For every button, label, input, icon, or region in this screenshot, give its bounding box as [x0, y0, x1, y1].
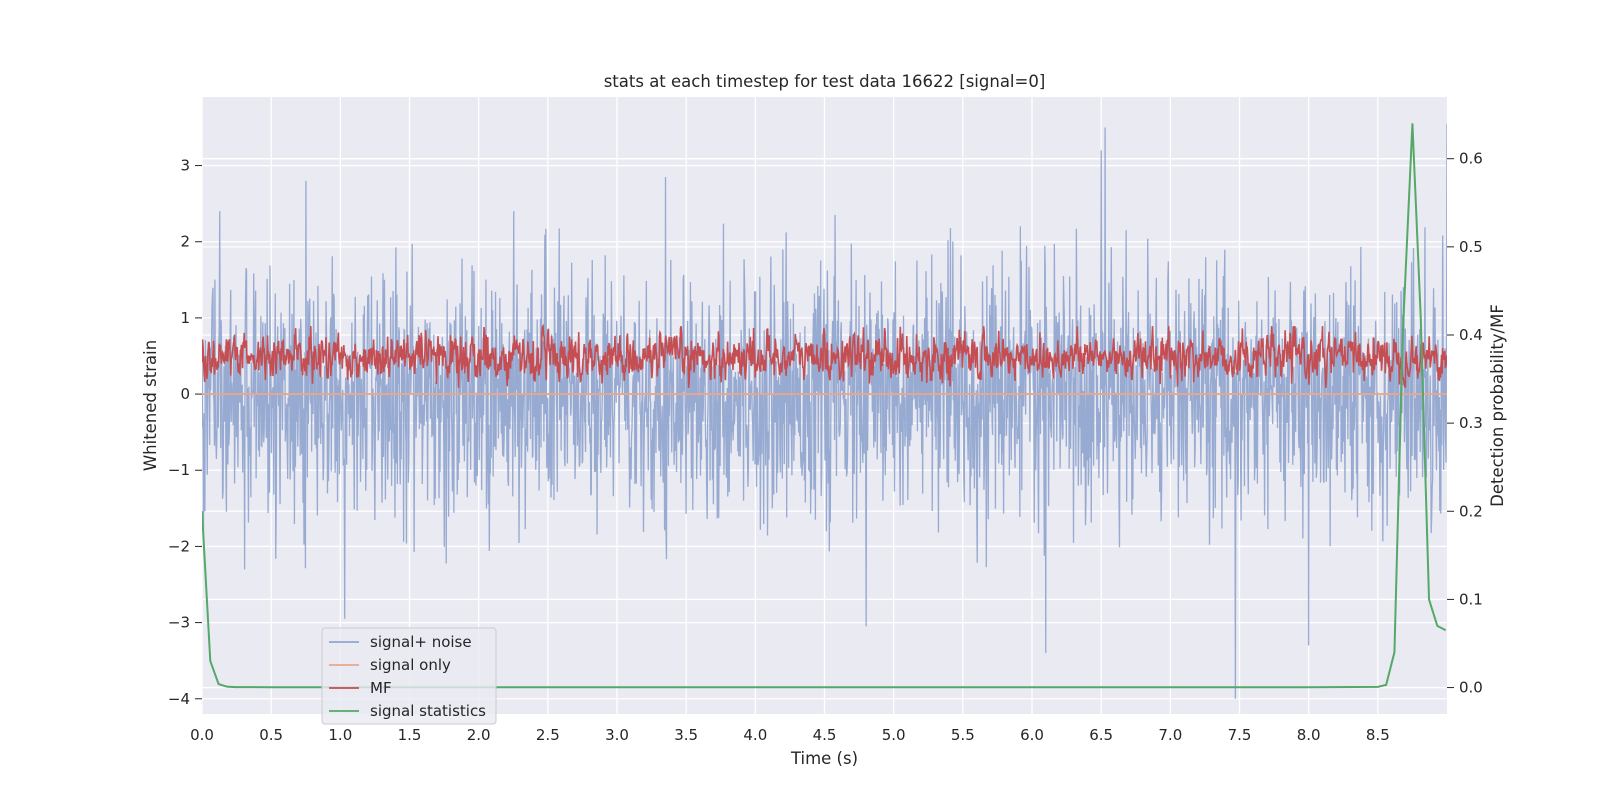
y-tick-label: −2 [168, 537, 190, 555]
chart-title: stats at each timestep for test data 166… [604, 72, 1046, 91]
x-tick-label: 1.0 [328, 726, 352, 744]
y-tick-label: −4 [168, 690, 190, 708]
x-tick-label: 6.5 [1089, 726, 1113, 744]
series-signal-statistics [202, 123, 1447, 689]
y2-tick-label: 0.6 [1459, 150, 1483, 168]
series-signal-noise [202, 123, 1447, 699]
y2-tick-label: 0.5 [1459, 238, 1483, 256]
y-tick-label: 1 [180, 309, 190, 327]
y-tick-label: 2 [180, 233, 190, 251]
x-axis-label: Time (s) [790, 749, 858, 768]
y2-tick-label: 0.4 [1459, 326, 1483, 344]
y2-tick-label: 0.0 [1459, 679, 1483, 697]
series-mf [202, 323, 1447, 388]
y2-tick-label: 0.3 [1459, 414, 1483, 432]
legend-entry-mf: MF [370, 679, 392, 697]
legend-entry-signal-statistics: signal statistics [370, 702, 486, 720]
x-tick-label: 2.5 [536, 726, 560, 744]
y2-tick-label: 0.1 [1459, 590, 1483, 608]
y-tick-label: −3 [168, 614, 190, 632]
x-tick-label: 4.0 [743, 726, 767, 744]
x-tick-label: 1.5 [398, 726, 422, 744]
legend-box [321, 627, 497, 725]
y2-axis-label: Detection probability/MF [1488, 304, 1507, 507]
x-tick-label: 3.5 [674, 726, 698, 744]
x-tick-label: 7.5 [1228, 726, 1252, 744]
x-tick-label: 0.5 [259, 726, 283, 744]
x-tick-label: 0.0 [190, 726, 214, 744]
y-tick-label: −1 [168, 461, 190, 479]
x-tick-label: 5.0 [882, 726, 906, 744]
x-tick-label: 7.0 [1158, 726, 1182, 744]
series-layer [202, 123, 1447, 699]
legend-entry-signal-only: signal only [370, 656, 451, 674]
axes: 0.0 0.5 1.0 1.5 2.0 2.5 3.0 3.5 4.0 4.5 5.0 5.5 6.0 6… [168, 150, 1483, 744]
x-tick-label: 5.5 [951, 726, 975, 744]
x-tick-label: 4.5 [813, 726, 837, 744]
y-tick-label: 0 [180, 385, 190, 403]
x-tick-label: 3.0 [605, 726, 629, 744]
y-tick-label: 3 [180, 157, 190, 175]
x-tick-label: 6.0 [1020, 726, 1044, 744]
legend: signal+ noise signal only MF signal stat… [321, 627, 497, 725]
y-axis-label: Whitened strain [141, 340, 160, 471]
y2-tick-label: 0.2 [1459, 502, 1483, 520]
x-tick-label: 2.0 [467, 726, 491, 744]
x-tick-label: 8.5 [1366, 726, 1390, 744]
legend-entry-signal-noise: signal+ noise [370, 633, 472, 651]
x-tick-label: 8.0 [1297, 726, 1321, 744]
